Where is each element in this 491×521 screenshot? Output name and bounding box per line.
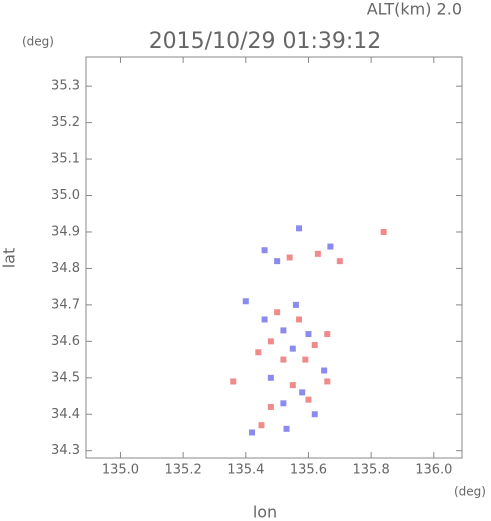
y-axis-title: lat <box>0 248 19 269</box>
echo-cell <box>305 396 312 403</box>
x-unit: (deg) <box>454 485 486 499</box>
echo-cell <box>280 400 287 407</box>
echo-cell <box>324 378 331 385</box>
y-unit: (deg) <box>22 35 54 49</box>
echo-cell <box>324 331 331 338</box>
x-tick-label: 135.8 <box>353 463 390 478</box>
echo-cell <box>274 258 281 265</box>
plot-frame <box>85 56 463 459</box>
echo-cell <box>305 331 312 338</box>
echo-cell <box>267 338 274 345</box>
echo-cell <box>230 378 237 385</box>
echo-cell <box>267 403 274 410</box>
y-tick-label: 34.8 <box>51 261 80 276</box>
chart-title: 2015/10/29 01:39:12 <box>149 29 382 54</box>
echo-cell <box>283 425 290 432</box>
x-tick-label: 135.6 <box>290 463 327 478</box>
echo-cell <box>302 356 309 363</box>
echo-cell <box>311 411 318 418</box>
echo-cell <box>280 327 287 334</box>
y-tick-label: 34.6 <box>51 334 80 349</box>
echo-cell <box>249 429 256 436</box>
echo-cell <box>311 341 318 348</box>
echo-cell <box>274 309 281 316</box>
echo-cell <box>289 382 296 389</box>
echo-cell <box>336 258 343 265</box>
y-tick-label: 35.3 <box>51 79 80 94</box>
echo-cell <box>314 250 321 257</box>
x-tick-label: 136.0 <box>415 463 452 478</box>
echo-cell <box>261 247 268 254</box>
x-tick-label: 135.0 <box>102 463 139 478</box>
echo-cell <box>286 254 293 261</box>
y-tick-label: 34.4 <box>51 407 80 422</box>
echo-cell <box>267 374 274 381</box>
echo-cell <box>380 228 387 235</box>
y-tick-label: 35.1 <box>51 152 80 167</box>
y-tick-label: 34.5 <box>51 370 80 385</box>
echo-cell <box>255 349 262 356</box>
echo-cell <box>327 243 334 250</box>
y-tick-label: 35.2 <box>51 115 80 130</box>
y-tick-label: 34.7 <box>51 297 80 312</box>
echo-cell <box>261 316 268 323</box>
echo-cell <box>292 301 299 308</box>
y-tick-label: 34.3 <box>51 443 80 458</box>
echo-cell <box>299 389 306 396</box>
echo-cell <box>296 316 303 323</box>
echo-cell <box>296 225 303 232</box>
altitude-annotation: ALT(km) 2.0 <box>367 0 462 19</box>
y-tick-label: 34.9 <box>51 224 80 239</box>
y-tick-label: 35.0 <box>51 188 80 203</box>
x-tick-label: 135.2 <box>165 463 202 478</box>
echo-cell <box>242 298 249 305</box>
echo-cell <box>280 356 287 363</box>
x-axis-title: lon <box>253 503 277 521</box>
echo-cell <box>258 422 265 429</box>
echo-cell <box>289 345 296 352</box>
echo-cell <box>321 367 328 374</box>
x-tick-label: 135.4 <box>227 463 264 478</box>
